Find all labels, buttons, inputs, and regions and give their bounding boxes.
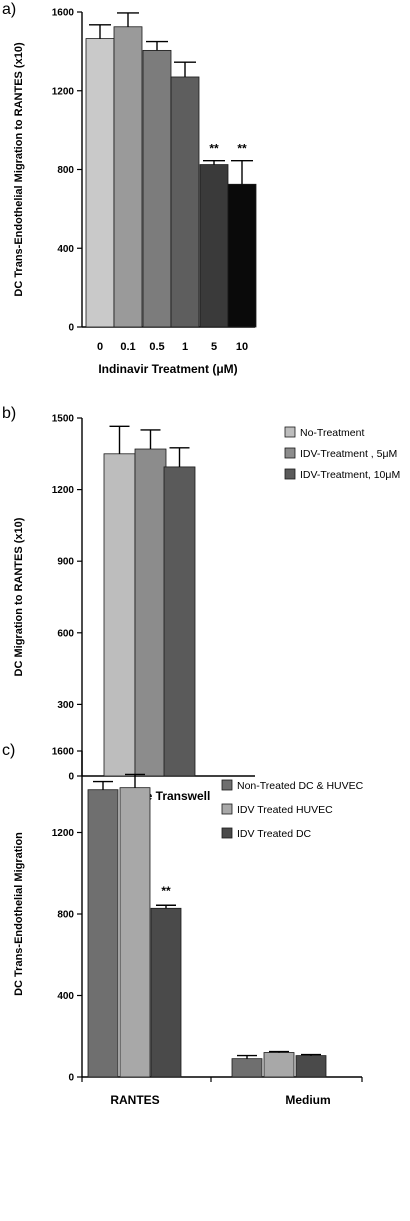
y-tick-label: 800: [57, 165, 74, 176]
significance-marker: **: [161, 884, 171, 898]
x-tick-label: 0.5: [149, 341, 164, 353]
bar-5: [199, 164, 229, 328]
legend-label: No-Treatment: [300, 427, 364, 439]
bar-rantes-3: [150, 907, 182, 1078]
y-tick-label: 1500: [52, 414, 75, 425]
legend-swatch: [221, 803, 233, 815]
bar-1: [170, 76, 200, 328]
legend-swatch: [284, 426, 296, 438]
y-tick-label: 1200: [52, 86, 75, 97]
significance-marker: **: [237, 142, 247, 156]
legend-label: IDV Treated DC: [237, 828, 312, 840]
legend-swatch: [284, 447, 296, 459]
y-tick-label: 600: [57, 628, 74, 639]
x-tick-label: 0.1: [120, 341, 135, 353]
y-tick-label: 0: [68, 772, 74, 783]
bar-10: [227, 183, 257, 328]
y-tick-label: 1200: [52, 828, 75, 839]
chart-panel-2: b) 0 300 600 900 1200 1500 DC Migration to RANT…: [2, 405, 400, 803]
bar-0.1: [113, 26, 143, 328]
x-tick-label: 10: [236, 341, 248, 353]
bar-bare-transwell-1: [103, 453, 136, 777]
legend: No-Treatment IDV-Treatment , 5μM IDV-Treat…: [284, 426, 400, 481]
y-axis-title: DC Trans-Endothelial Migration to RANTES…: [13, 42, 25, 297]
legend-label: IDV Treated HUVEC: [237, 804, 333, 816]
y-tick-label: 0: [68, 323, 74, 334]
legend-label: IDV-Treatment, 10μM: [300, 469, 400, 481]
bar-0.5: [142, 49, 172, 328]
chart-panel-3: c) 0 400 800 1200 1600 DC Trans-Endothelial Mi…: [2, 742, 364, 1107]
y-tick-label: 400: [57, 991, 74, 1002]
legend-label: IDV-Treatment , 5μM: [300, 448, 397, 460]
bar-bare-transwell-2: [134, 448, 167, 777]
bar-medium-1: [231, 1058, 263, 1078]
bar-medium-3: [295, 1055, 327, 1078]
y-tick-label: 1600: [52, 747, 75, 758]
x-category-label: Medium: [285, 1093, 330, 1107]
y-tick-label: 800: [57, 910, 74, 921]
y-axis-title: DC Migration to RANTES (x10): [13, 517, 25, 676]
chart-panel-1: a) 0 400 800 1200 1600 DC Trans-Endothelial Mi…: [2, 1, 257, 376]
panel-label: a): [2, 1, 16, 18]
bar-rantes-1: [87, 789, 119, 1078]
bar-0: [85, 38, 115, 328]
panel-label: b): [2, 405, 16, 422]
y-tick-label: 0: [68, 1073, 74, 1084]
legend-swatch: [221, 779, 233, 791]
bar-rantes-2: [119, 787, 151, 1078]
y-tick-label: 1600: [52, 8, 75, 19]
y-tick-label: 1200: [52, 485, 75, 496]
legend-label: Non-Treated DC & HUVEC: [237, 780, 364, 792]
x-tick-label: 0: [97, 341, 103, 353]
y-tick-label: 400: [57, 244, 74, 255]
x-tick-label: 5: [211, 341, 217, 353]
bar-medium-2: [263, 1052, 295, 1078]
panel-label: c): [2, 742, 15, 759]
legend: Non-Treated DC & HUVEC IDV Treated HUVEC I…: [221, 779, 364, 840]
y-tick-label: 900: [57, 557, 74, 568]
significance-marker: **: [209, 142, 219, 156]
y-tick-label: 300: [57, 700, 74, 711]
legend-swatch: [284, 468, 296, 480]
x-category-label: RANTES: [110, 1093, 159, 1107]
x-tick-label: 1: [182, 341, 188, 353]
y-axis-title: DC Trans-Endothelial Migration: [13, 832, 25, 996]
x-axis-title: Indinavir Treatment (μM): [98, 362, 237, 376]
legend-swatch: [221, 827, 233, 839]
bar-bare-transwell-3: [163, 466, 196, 777]
